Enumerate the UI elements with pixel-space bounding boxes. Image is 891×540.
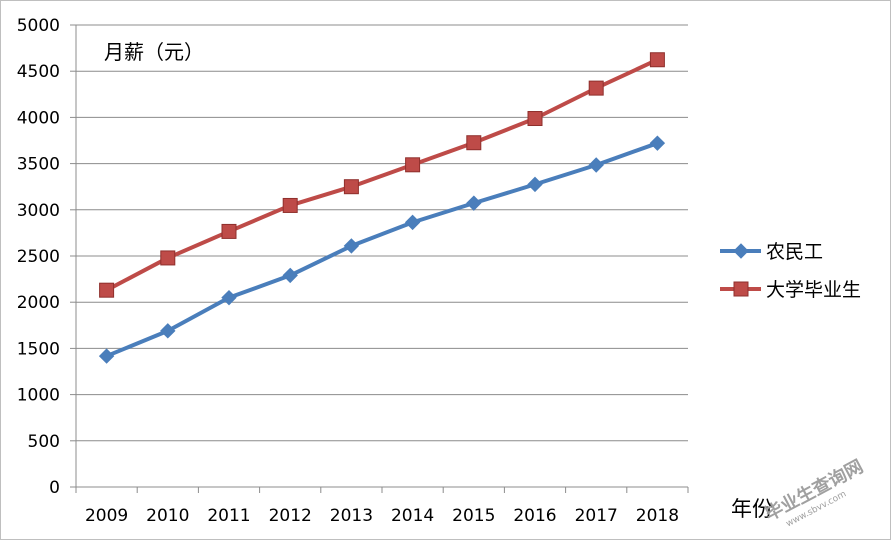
y-tick-label-4500: 4500	[17, 62, 60, 82]
y-tick-label-0: 0	[49, 478, 60, 498]
x-tick-label-2018: 2018	[636, 506, 679, 526]
legend-item-1: 农民工	[720, 241, 823, 263]
series-line-2	[105, 57, 659, 292]
series-line-1	[105, 141, 659, 358]
data-point-2-2015	[466, 135, 482, 151]
y-tick-label-3500: 3500	[17, 155, 60, 175]
x-tick-label-2015: 2015	[452, 506, 495, 526]
x-tick-label-2012: 2012	[269, 506, 312, 526]
legend-item-2: 大学毕业生	[720, 279, 861, 301]
data-point-1-2017	[588, 157, 604, 173]
data-point-2-2013	[343, 179, 359, 195]
series-1	[98, 135, 666, 364]
gridlines	[76, 24, 688, 488]
x-tick-label-2011: 2011	[207, 506, 250, 526]
x-tick-label-2016: 2016	[513, 506, 556, 526]
y-tick-label-500: 500	[28, 432, 60, 452]
y-tick-label-2000: 2000	[17, 293, 60, 313]
y-tick-labels: 0 500 1000 1500 2000 2500 3000 3500 4000 4500 5000	[17, 16, 60, 498]
data-point-1-2014	[404, 214, 421, 231]
x-tick-label-2017: 2017	[575, 506, 618, 526]
data-point-2-2012	[282, 197, 298, 213]
y-tick-label-1000: 1000	[17, 386, 60, 406]
y-tick-label-5000: 5000	[17, 16, 60, 36]
watermark: 毕业生查询网 www.sbvv.com	[761, 455, 867, 529]
y-tick-label-4000: 4000	[17, 108, 60, 128]
y-tick-label-1500: 1500	[17, 339, 60, 359]
x-tick-label-2010: 2010	[146, 506, 189, 526]
series-2	[99, 52, 665, 298]
data-point-1-2010	[160, 323, 176, 339]
data-point-1-2015	[466, 195, 482, 211]
data-point-2-2017	[588, 80, 604, 96]
x-axis-label: 年份	[731, 497, 773, 521]
data-point-1-2018	[649, 135, 666, 151]
data-point-2-2016	[527, 111, 543, 127]
y-axis-label: 月薪（元）	[104, 40, 204, 64]
data-point-2-2011	[221, 223, 237, 239]
series-group	[98, 52, 666, 364]
x-tick-label-2014: 2014	[391, 506, 434, 526]
legend-marker-1	[733, 243, 749, 259]
legend-marker-2	[733, 281, 749, 297]
data-point-2-2009	[99, 282, 115, 298]
data-point-1-2011	[221, 289, 237, 306]
legend-label-1: 农民工	[766, 241, 823, 263]
data-point-2-2010	[160, 250, 176, 266]
data-point-1-2012	[282, 267, 298, 284]
y-tick-label-3000: 3000	[17, 201, 60, 221]
legend-label-2: 大学毕业生	[766, 279, 861, 301]
axes	[70, 24, 689, 493]
x-tick-label-2013: 2013	[330, 506, 373, 526]
x-tick-labels: 2009 2010 2011 2012 2013 2014 2015 2016 2017 2018	[85, 506, 679, 526]
data-point-1-2016	[527, 176, 543, 193]
x-tick-label-2009: 2009	[85, 506, 128, 526]
data-point-1-2013	[343, 238, 360, 254]
data-point-2-2018	[649, 52, 665, 68]
y-tick-label-2500: 2500	[17, 247, 60, 267]
data-point-2-2014	[405, 157, 421, 173]
data-point-1-2009	[98, 348, 115, 364]
